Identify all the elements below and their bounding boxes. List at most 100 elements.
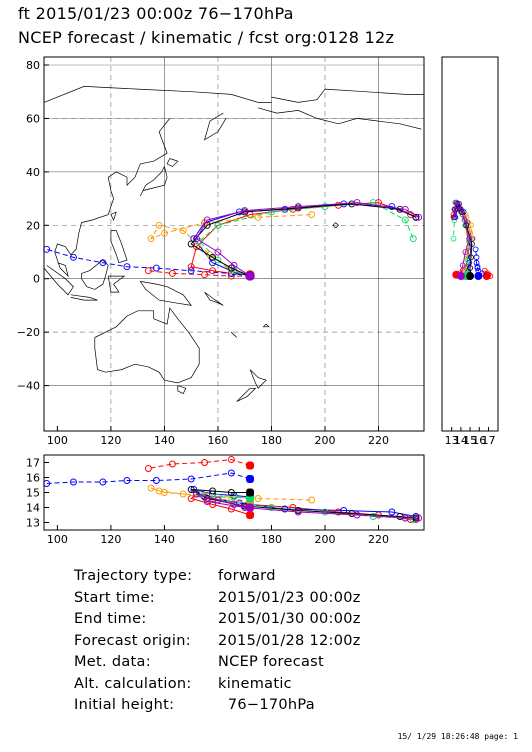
map-trajectory-marker [169,269,176,277]
map-trajectory-marker [412,213,420,221]
height-trajectory-marker [415,514,423,522]
side-trajectory-origin [474,272,483,281]
height-trajectory-marker [179,490,187,498]
map-trajectory-marker [187,267,195,275]
map-trajectory-marker [401,216,409,224]
height-trajectory-marker [254,495,262,502]
map-trajectory-line [148,270,251,277]
map-trajectory-marker [69,253,77,261]
lat-tick-label: 0 [33,273,40,286]
map-trajectory-marker [99,259,107,267]
lon-tick-label: 200 [314,434,335,447]
coastline-segment [204,112,227,141]
map-trajectory-marker [179,227,187,235]
side-trajectory-origin [456,272,465,281]
info-value: NCEP forecast [218,654,325,670]
height-lon-tick-label: 120 [100,533,121,546]
coastline-segment [204,291,224,306]
lat-tick-label: −40 [17,380,40,393]
map-trajectory-marker [155,221,163,229]
info-row: Trajectory type: forward [74,568,361,590]
info-value: forward [218,568,276,584]
side-trajectory-marker [467,265,473,271]
height-trajectory-marker [308,496,316,504]
info-value: kinematic [218,675,292,692]
height-trajectory-marker [123,477,131,484]
coastline-segment [262,323,270,328]
height-trajectory-marker [193,490,200,498]
side-trajectory-marker [450,235,457,242]
height-tick-label: 15 [26,487,40,500]
lat-tick-label: 80 [26,59,40,72]
height-trajectory-origin [246,475,255,483]
height-trajectory-marker [353,511,361,519]
height-trajectory-marker [230,501,238,508]
info-value: 2015/01/23 00:00z [218,589,361,606]
side-trajectory-marker [458,209,465,215]
coastline-segment [140,281,193,306]
lon-tick-label: 140 [154,434,175,447]
info-row: Forecast origin: 2015/01/28 12:00z [74,633,361,655]
side-trajectory-origin [466,272,475,281]
map-frame [43,56,425,432]
height-trajectory-marker [401,514,409,522]
height-panel-tick-labels: 17 16 15 14 13 100 120 140 160 180 200 220 [26,457,389,547]
coastline-segment [70,294,98,301]
height-trajectory-line [46,472,251,484]
height-trajectory-line [148,458,251,469]
side-trajectory-marker [474,263,481,270]
coastline-segment [236,387,257,402]
height-trajectory-marker [209,487,217,495]
map-trajectory-marker [401,205,409,213]
coastline-segment [258,107,422,130]
map-trajectory-marker [187,263,195,271]
map-trajectory-marker [201,271,209,279]
map-trajectory-marker [415,213,423,221]
map-trajectory-marker [187,240,195,248]
coastline-segment [110,211,117,221]
info-key: Met. data: [74,654,151,670]
coastline-segment [110,230,128,264]
footer-timestamp: 15/ 1/29 18:26:48 page: 1 [397,732,518,741]
info-key: Start time: [74,589,155,606]
map-trajectory-marker [353,199,361,207]
height-trajectory-origin [246,511,255,519]
info-row: End time: 2015/01/30 00:00z [74,611,361,633]
info-value: 2015/01/28 12:00z [218,632,361,649]
map-trajectory-marker [209,253,217,261]
height-trajectory-marker [99,478,107,486]
height-lon-tick-label: 200 [314,533,335,546]
height-trajectory-origin [246,461,255,470]
height-trajectory-marker [152,477,160,484]
side-trajectory-line [453,201,470,277]
info-row: Initial height: 76−170hPa [74,697,361,719]
side-trajectory-marker [473,254,480,261]
lon-tick-label: 180 [261,434,282,447]
side-trajectory-marker [459,262,466,269]
side-trajectory-origin [482,272,491,281]
height-tick-label: 14 [26,502,40,515]
map-trajectory-marker [369,199,377,207]
lon-tick-label: 100 [47,434,68,447]
side-tick-label: 17 [481,434,495,447]
height-trajectory-marker [201,459,209,466]
side-tick-label: 15 [463,434,477,447]
coastline-segment [332,222,339,229]
map-trajectory-marker [214,248,222,256]
height-trajectory-marker [227,456,235,463]
height-trajectory-marker [144,465,152,472]
map-trajectory-marker [123,263,131,271]
info-key: Initial height: [74,697,175,713]
map-gridlines [44,57,424,431]
info-key: Alt. calculation: [74,675,192,692]
height-trajectory-marker [227,469,235,477]
height-lon-tick-label: 220 [368,533,389,546]
lat-tick-label: 40 [26,166,40,179]
map-trajectory-line [149,214,312,277]
side-trajectory-marker [457,207,464,214]
trajectory-info: Trajectory type: forward Start time: 2015/… [74,568,361,719]
map-trajectory-marker [214,256,222,264]
